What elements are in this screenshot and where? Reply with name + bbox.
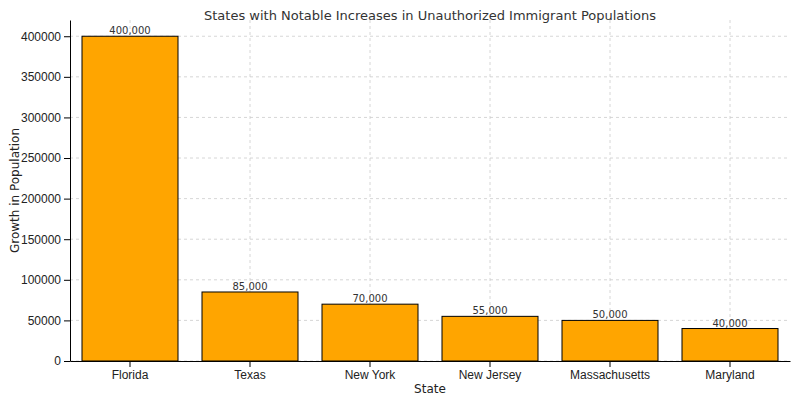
y-tick: 100000 [21,273,70,287]
bar [202,292,298,361]
data-label: 40,000 [713,318,748,329]
x-tick-label: New Jersey [459,368,522,382]
x-tick: New Jersey [459,361,522,382]
y-axis-title: Growth in Population [8,128,22,253]
plot-area: 400,000 85,000 70,000 55,000 50,000 40,000 0 50… [21,20,791,382]
y-tick-label: 200000 [21,192,61,206]
bar [82,36,178,361]
data-label: 70,000 [353,293,388,304]
x-tick: Texas [234,361,265,382]
y-tick-label: 50000 [28,314,62,328]
y-tick: 200000 [21,192,70,206]
grid [70,20,790,361]
y-tick-mark [64,239,70,240]
y-tick-label: 350000 [21,70,61,84]
x-axis: Florida Texas New York New Jersey Massachuse… [71,361,791,382]
y-tick-mark [64,36,70,37]
y-tick-mark [64,199,70,200]
y-tick: 0 [54,354,70,368]
y-tick-label: 400000 [21,30,61,44]
y-tick-label: 0 [54,354,61,368]
y-tick-mark [64,77,70,78]
x-axis-title: State [414,382,446,396]
x-tick: Maryland [705,361,754,382]
x-tick-mark [490,361,491,367]
y-tick-mark [64,117,70,118]
y-tick: 400000 [21,30,70,44]
chart-svg: 400,000 85,000 70,000 55,000 50,000 40,000 0 50… [0,0,800,400]
x-tick-label: Maryland [705,368,754,382]
y-tick: 50000 [28,314,70,328]
y-tick: 250000 [21,151,70,165]
x-tick-mark [370,361,371,367]
data-label: 85,000 [233,281,268,292]
y-axis-line [70,21,71,362]
bar [562,320,658,361]
x-tick-label: Texas [234,368,265,382]
y-tick-mark [64,361,70,362]
x-axis-line [71,361,791,362]
x-tick: New York [345,361,397,382]
grid-line [730,20,731,361]
x-tick-mark [730,361,731,367]
x-tick-label: Florida [112,368,149,382]
bar [322,304,418,361]
x-tick: Massachusetts [570,361,650,382]
y-tick-label: 300000 [21,111,61,125]
chart-title: States with Notable Increases in Unautho… [204,8,656,23]
x-tick: Florida [112,361,149,382]
x-tick-mark [130,361,131,367]
bar [442,316,538,361]
data-label: 400,000 [109,25,150,36]
y-tick-label: 100000 [21,273,61,287]
bar [682,329,778,361]
x-tick-label: New York [345,368,397,382]
x-tick-mark [250,361,251,367]
y-tick-label: 150000 [21,233,61,247]
y-tick-mark [64,158,70,159]
y-tick-label: 250000 [21,151,61,165]
y-tick: 350000 [21,70,70,84]
y-tick: 300000 [21,111,70,125]
y-tick-mark [64,280,70,281]
data-label: 50,000 [593,309,628,320]
x-tick-label: Massachusetts [570,368,650,382]
data-labels: 400,000 85,000 70,000 55,000 50,000 40,000 [109,25,747,328]
data-label: 55,000 [473,305,508,316]
y-tick-mark [64,320,70,321]
y-axis: 0 50000 100000 150000 200000 250000 300000 3500… [21,21,71,369]
x-tick-mark [610,361,611,367]
y-tick: 150000 [21,233,70,247]
bars [82,36,778,361]
